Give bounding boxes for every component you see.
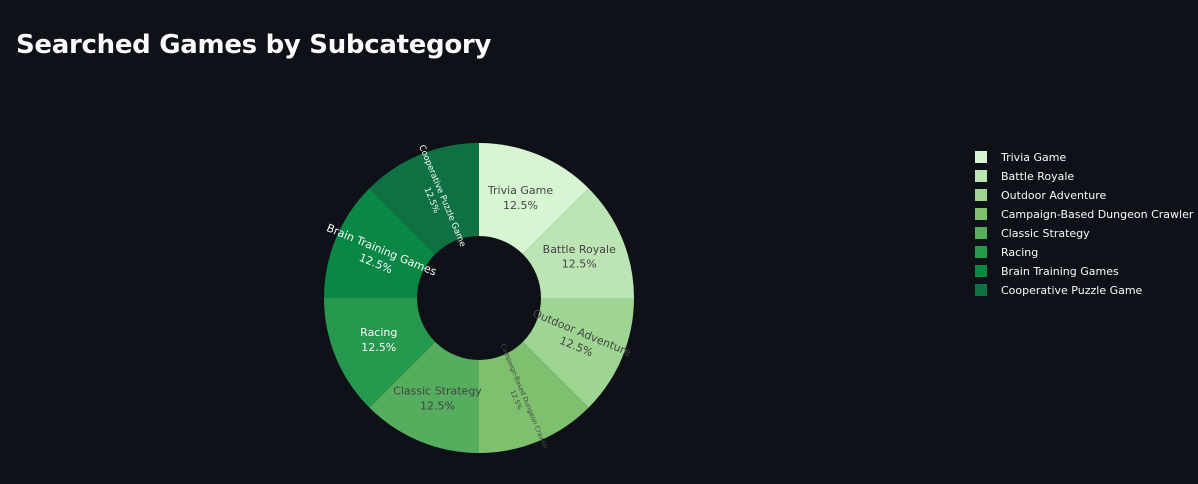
legend-item-classic-strategy[interactable]: Classic Strategy — [975, 227, 1090, 240]
legend-label: Racing — [1001, 246, 1038, 259]
legend-label: Classic Strategy — [1001, 227, 1090, 240]
slice-category-label: Trivia Game — [487, 184, 553, 197]
legend-swatch — [975, 208, 987, 220]
legend-label: Outdoor Adventure — [1001, 189, 1107, 202]
slice-label-classic-strategy: Classic Strategy 12.5% — [393, 385, 482, 413]
legend-item-cooperative-puzzle-game[interactable]: Cooperative Puzzle Game — [975, 284, 1143, 297]
slice-category-label: Classic Strategy — [393, 385, 482, 398]
slice-percent-label: 12.5% — [562, 258, 597, 271]
slice-percent-label: 12.5% — [503, 199, 538, 212]
chart-slices — [324, 143, 634, 453]
legend-swatch — [975, 189, 987, 201]
slice-trivia-game[interactable] — [479, 143, 589, 255]
slice-category-label: Racing — [360, 326, 397, 339]
page-title: Searched Games by Subcategory — [16, 30, 492, 60]
legend-label: Trivia Game — [1000, 151, 1066, 164]
legend-label: Brain Training Games — [1001, 265, 1119, 278]
legend-swatch — [975, 284, 987, 296]
legend-item-outdoor-adventure[interactable]: Outdoor Adventure — [975, 189, 1107, 202]
legend-item-racing[interactable]: Racing — [975, 246, 1038, 259]
slice-battle-royale[interactable] — [522, 188, 634, 298]
legend-label: Battle Royale — [1001, 170, 1074, 183]
legend-item-battle-royale[interactable]: Battle Royale — [975, 170, 1074, 183]
legend-swatch — [975, 265, 987, 277]
slice-brain-training-games[interactable] — [324, 188, 436, 298]
legend-swatch — [975, 170, 987, 182]
slice-cooperative-puzzle-game[interactable] — [369, 143, 479, 255]
legend-item-campaign-based-dungeon-crawler[interactable]: Campaign-Based Dungeon Crawler — [975, 208, 1194, 221]
legend-swatch — [975, 227, 987, 239]
slice-outdoor-adventure[interactable] — [522, 298, 634, 408]
slice-label-racing: Racing 12.5% — [360, 326, 397, 354]
legend-swatch — [975, 151, 987, 163]
slice-category-label: Battle Royale — [543, 243, 616, 256]
slice-label-battle-royale: Battle Royale 12.5% — [543, 243, 616, 271]
slice-classic-strategy[interactable] — [369, 341, 479, 453]
slice-percent-label: 12.5% — [361, 341, 396, 354]
slice-label-trivia-game: Trivia Game 12.5% — [487, 184, 553, 212]
legend-label: Campaign-Based Dungeon Crawler — [1001, 208, 1194, 221]
legend-swatch — [975, 246, 987, 258]
legend-label: Cooperative Puzzle Game — [1001, 284, 1143, 297]
slice-campaign-based-dungeon-crawler[interactable] — [479, 341, 589, 453]
legend-item-trivia-game[interactable]: Trivia Game — [975, 151, 1066, 164]
slice-racing[interactable] — [324, 298, 436, 408]
chart-legend: Trivia Game Battle Royale Outdoor Adventur… — [975, 151, 1194, 297]
slice-percent-label: 12.5% — [420, 400, 455, 413]
legend-item-brain-training-games[interactable]: Brain Training Games — [975, 265, 1119, 278]
